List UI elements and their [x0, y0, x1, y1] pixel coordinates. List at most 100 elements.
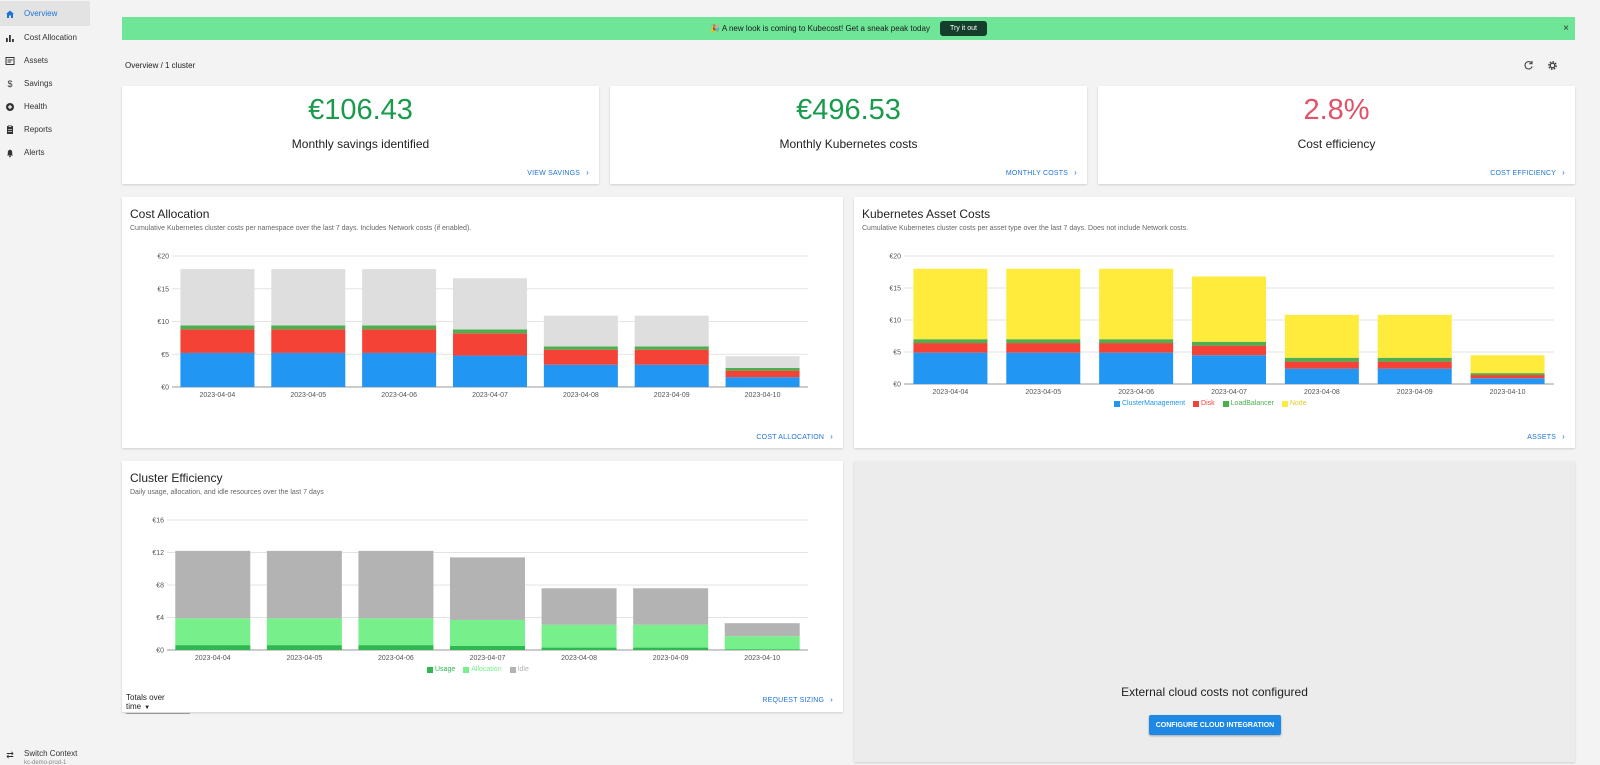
chart-bar-segment[interactable] [1006, 339, 1081, 344]
chart-bar-segment[interactable] [1192, 341, 1266, 346]
chart-bar-segment[interactable] [180, 352, 255, 387]
configure-cloud-integration-button[interactable]: CONFIGURE CLOUD INTEGRATION [1149, 715, 1281, 735]
chart-bar-segment[interactable] [362, 325, 437, 330]
chart-bar-segment[interactable] [543, 346, 618, 350]
chart-bar-segment[interactable] [175, 645, 251, 650]
refresh-icon[interactable] [1522, 60, 1534, 72]
chart-bar-segment[interactable] [1099, 339, 1174, 344]
chart-bar-segment[interactable] [362, 329, 437, 353]
chart-bar-segment[interactable] [634, 346, 709, 350]
totals-over-time-select[interactable]: Totals over time ▼ [126, 691, 190, 714]
chart-bar-segment[interactable] [725, 368, 800, 371]
chart-bar-segment[interactable] [724, 649, 800, 650]
legend-item[interactable]: Idle [509, 666, 529, 673]
chart-bar-segment[interactable] [266, 645, 342, 650]
sidebar-item-health[interactable]: Health [0, 95, 91, 118]
chart-bar-segment[interactable] [1377, 368, 1452, 384]
chart-bar-segment[interactable] [543, 315, 618, 347]
chart-bar-segment[interactable] [358, 645, 434, 650]
chart-bar-segment[interactable] [1099, 268, 1174, 340]
sidebar-item-reports[interactable]: Reports [0, 118, 91, 141]
chart-bar-segment[interactable] [266, 550, 342, 619]
chart-bar-segment[interactable] [1377, 357, 1452, 362]
chart-bar-segment[interactable] [1192, 345, 1266, 356]
chart-bar-segment[interactable] [1284, 368, 1359, 384]
chart-bar-segment[interactable] [1284, 361, 1359, 369]
legend-item[interactable]: ClusterManagement [1114, 400, 1185, 407]
chart-bar-segment[interactable] [1470, 375, 1545, 379]
chart-bar-segment[interactable] [913, 352, 988, 384]
chart-bar-segment[interactable] [634, 349, 709, 365]
chart-bar-segment[interactable] [271, 269, 346, 326]
cost-efficiency-link[interactable]: COST EFFICIENCY › [1490, 168, 1565, 177]
legend-item[interactable]: Usage [427, 666, 455, 673]
chart-bar-segment[interactable] [725, 370, 800, 378]
chart-bar-segment[interactable] [1006, 352, 1081, 384]
legend-item[interactable]: Node [1281, 400, 1307, 407]
chart-bar-segment[interactable] [634, 315, 709, 347]
chart-bar-segment[interactable] [180, 325, 255, 330]
chart-bar-segment[interactable] [180, 329, 255, 353]
chart-bar-segment[interactable] [725, 356, 800, 369]
chart-bar-segment[interactable] [1470, 378, 1545, 384]
sidebar-item-cost-allocation[interactable]: Cost Allocation [0, 26, 91, 49]
close-icon[interactable]: × [1563, 23, 1569, 34]
chart-bar-segment[interactable] [1284, 314, 1359, 358]
chart-bar-segment[interactable] [1377, 314, 1452, 358]
chart-bar-segment[interactable] [266, 618, 342, 646]
chart-bar-segment[interactable] [1284, 357, 1359, 362]
chart-bar-segment[interactable] [541, 647, 617, 650]
chart-bar-segment[interactable] [1192, 355, 1266, 384]
view-savings-link[interactable]: VIEW SAVINGS › [527, 168, 589, 177]
chart-bar-segment[interactable] [453, 278, 527, 330]
chart-bar-segment[interactable] [362, 269, 437, 326]
sidebar-item-overview[interactable]: Overview [0, 1, 90, 26]
sidebar-item-assets[interactable]: Assets [0, 49, 91, 72]
chart-bar-segment[interactable] [634, 364, 709, 387]
chart-bar-segment[interactable] [543, 364, 618, 387]
chart-bar-segment[interactable] [543, 349, 618, 365]
chart-bar-segment[interactable] [175, 550, 251, 619]
chart-bar-segment[interactable] [541, 624, 617, 648]
chart-bar-segment[interactable] [1006, 343, 1081, 353]
switch-context-button[interactable]: ⇄ Switch Context kc-demo-prod-1 [5, 749, 77, 765]
chart-bar-segment[interactable] [362, 352, 437, 387]
chart-bar-segment[interactable] [450, 645, 525, 650]
chart-bar-segment[interactable] [724, 636, 800, 650]
chart-bar-segment[interactable] [1470, 355, 1545, 374]
chart-bar-segment[interactable] [1099, 343, 1174, 353]
monthly-costs-link[interactable]: MONTHLY COSTS › [1005, 168, 1077, 177]
chart-bar-segment[interactable] [271, 352, 346, 387]
chart-bar-segment[interactable] [453, 333, 527, 356]
chart-bar-segment[interactable] [358, 550, 434, 619]
legend-item[interactable]: LoadBalancer [1222, 400, 1274, 407]
sidebar-item-alerts[interactable]: Alerts [0, 141, 91, 164]
chart-bar-segment[interactable] [1470, 373, 1545, 376]
chart-bar-segment[interactable] [913, 339, 988, 344]
sidebar-item-savings[interactable]: $ Savings [0, 72, 91, 95]
chart-bar-segment[interactable] [453, 329, 527, 334]
chart-bar-segment[interactable] [1006, 268, 1081, 340]
chart-bar-segment[interactable] [175, 618, 251, 646]
chart-bar-segment[interactable] [450, 557, 525, 620]
chart-bar-segment[interactable] [1377, 361, 1452, 369]
request-sizing-link[interactable]: REQUEST SIZING › [762, 695, 833, 704]
chart-bar-segment[interactable] [1099, 352, 1174, 384]
chart-bar-segment[interactable] [271, 329, 346, 353]
chart-bar-segment[interactable] [541, 588, 617, 625]
chart-bar-segment[interactable] [633, 624, 709, 648]
cost-allocation-link[interactable]: COST ALLOCATION › [756, 432, 833, 441]
chart-bar-segment[interactable] [180, 269, 255, 326]
chart-bar-segment[interactable] [1192, 276, 1266, 342]
chart-bar-segment[interactable] [358, 618, 434, 646]
gear-icon[interactable] [1546, 60, 1558, 72]
legend-item[interactable]: Disk [1193, 400, 1215, 407]
legend-item[interactable]: Allocation [463, 666, 502, 673]
try-it-out-button[interactable]: Try it out [939, 21, 987, 36]
chart-bar-segment[interactable] [725, 377, 800, 387]
chart-bar-segment[interactable] [271, 325, 346, 330]
chart-bar-segment[interactable] [724, 623, 800, 637]
chart-bar-segment[interactable] [633, 588, 709, 625]
chart-bar-segment[interactable] [450, 619, 525, 646]
chart-bar-segment[interactable] [913, 268, 988, 340]
